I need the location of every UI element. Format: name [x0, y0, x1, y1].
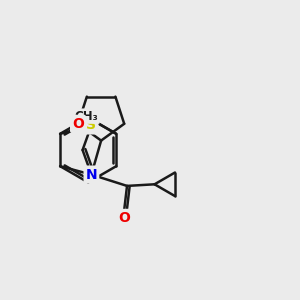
Text: S: S — [86, 118, 96, 132]
Text: O: O — [118, 211, 130, 225]
Text: CH₃: CH₃ — [75, 110, 99, 123]
Text: N: N — [85, 168, 97, 182]
Text: O: O — [72, 117, 84, 131]
